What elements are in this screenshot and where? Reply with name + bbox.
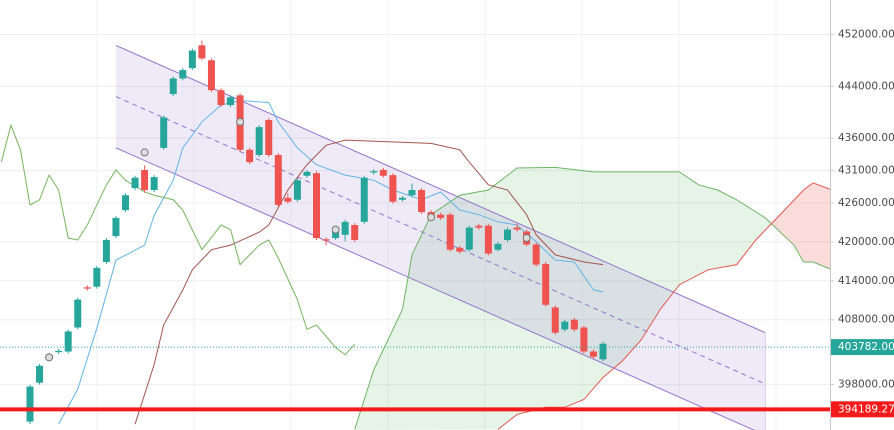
candle-body bbox=[341, 221, 349, 235]
cloud-up bbox=[354, 167, 830, 430]
indicator-line bbox=[0, 123, 356, 356]
candle-body bbox=[360, 177, 368, 222]
y-tick-label: 452000.00 bbox=[838, 28, 894, 40]
candle-body bbox=[437, 214, 445, 218]
candle-body bbox=[551, 307, 559, 333]
candle-body bbox=[179, 70, 187, 79]
candle-body bbox=[55, 350, 63, 353]
y-tick-label: 414000.00 bbox=[838, 275, 894, 287]
candle-body bbox=[532, 244, 540, 265]
candle-body bbox=[169, 78, 177, 95]
candle-body bbox=[570, 319, 578, 330]
indicator-line bbox=[134, 139, 604, 425]
candle-body bbox=[83, 287, 91, 289]
candle-body bbox=[150, 177, 158, 191]
candle-body bbox=[293, 180, 301, 200]
y-tick-label: 431000.00 bbox=[838, 165, 894, 177]
candle-body bbox=[36, 365, 44, 383]
candle-body bbox=[370, 171, 378, 173]
candle-body bbox=[389, 175, 397, 202]
y-tick-label: 436000.00 bbox=[838, 132, 894, 144]
candle-body bbox=[513, 227, 521, 230]
candle-body bbox=[504, 229, 511, 240]
candle-body bbox=[198, 45, 206, 59]
candle-body bbox=[542, 263, 550, 305]
candle-body bbox=[456, 247, 464, 252]
signal-marker bbox=[427, 213, 436, 222]
signal-marker bbox=[140, 148, 149, 157]
candle-body bbox=[589, 351, 597, 357]
signal-marker bbox=[522, 234, 531, 243]
candle-body bbox=[160, 117, 168, 148]
candle-body bbox=[313, 173, 320, 239]
candle-body bbox=[93, 267, 101, 287]
y-tick-label: 398000.00 bbox=[838, 379, 894, 391]
candle-body bbox=[112, 217, 120, 237]
channel-lower bbox=[115, 147, 755, 430]
candle-body bbox=[131, 177, 139, 189]
candle-body bbox=[227, 97, 235, 106]
candle-body bbox=[322, 239, 330, 241]
candle-body bbox=[561, 321, 569, 330]
candle-body bbox=[141, 169, 149, 191]
plot-area bbox=[0, 0, 830, 430]
candle-body bbox=[484, 225, 492, 254]
signal-marker bbox=[331, 225, 340, 234]
level-label: 394189.27 bbox=[838, 403, 894, 415]
y-tick-label: 426000.00 bbox=[838, 197, 894, 209]
candle-body bbox=[418, 190, 426, 213]
candle-body bbox=[599, 343, 607, 360]
y-tick-label: 408000.00 bbox=[838, 314, 894, 326]
candle-body bbox=[465, 227, 473, 250]
candle-body bbox=[284, 197, 292, 202]
signal-marker bbox=[236, 117, 245, 126]
candle-body bbox=[398, 197, 406, 200]
indicator-line bbox=[58, 100, 604, 425]
level-box bbox=[831, 401, 894, 418]
signal-marker bbox=[45, 353, 54, 362]
candle-body bbox=[580, 327, 588, 352]
candle-body bbox=[408, 190, 416, 196]
y-tick-label: 444000.00 bbox=[838, 80, 894, 92]
candle-body bbox=[274, 155, 282, 205]
candle-body bbox=[74, 299, 82, 328]
candle-body bbox=[207, 60, 215, 91]
senkou-b bbox=[497, 182, 830, 430]
candle-body bbox=[64, 331, 72, 352]
candle-body bbox=[217, 90, 225, 106]
candle-body bbox=[265, 119, 273, 156]
channel-mid bbox=[115, 96, 766, 385]
candle-body bbox=[446, 214, 454, 250]
senkou-a bbox=[354, 166, 830, 430]
candle-body bbox=[246, 149, 254, 163]
candle-body bbox=[102, 239, 110, 263]
candle-body bbox=[26, 386, 34, 422]
last-price-label: 403782.00 bbox=[838, 341, 894, 353]
candle-body bbox=[303, 171, 311, 176]
candle-body bbox=[379, 169, 387, 176]
candle-body bbox=[255, 127, 263, 156]
channel-fill bbox=[115, 45, 766, 430]
last-price-box bbox=[831, 339, 894, 356]
candle-body bbox=[475, 225, 483, 228]
candle-body bbox=[351, 225, 359, 240]
candle-body bbox=[122, 195, 129, 211]
candle-body bbox=[494, 243, 502, 250]
y-tick-label: 420000.00 bbox=[838, 236, 894, 248]
candle-body bbox=[188, 50, 196, 69]
